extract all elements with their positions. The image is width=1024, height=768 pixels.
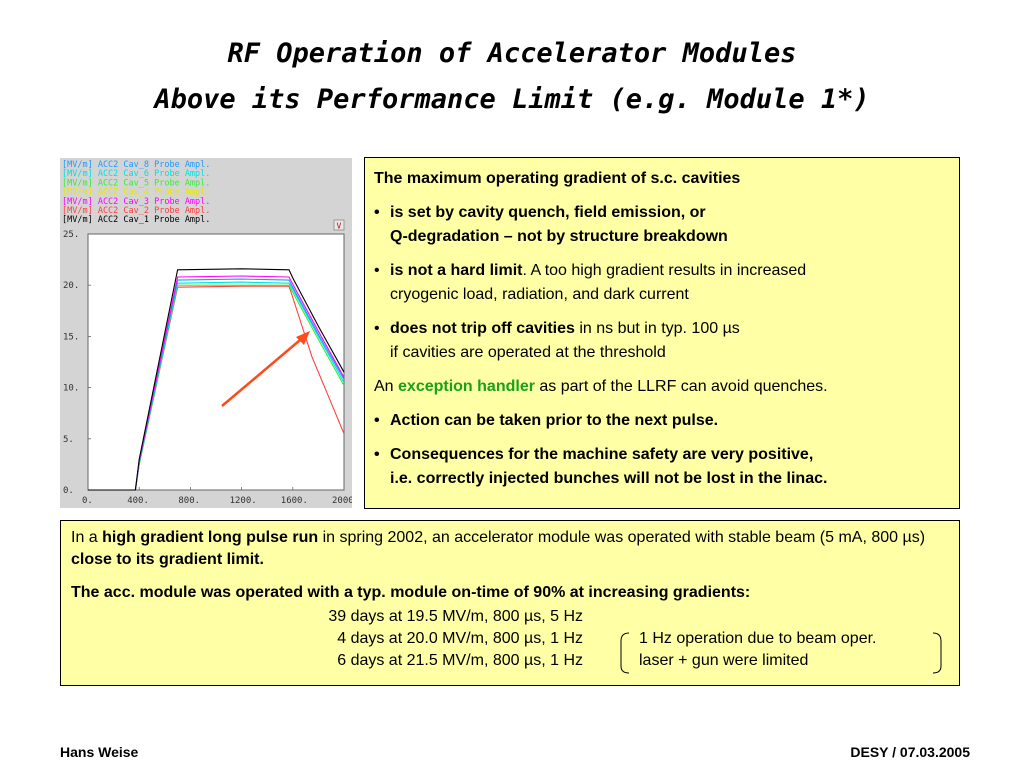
run-row: 39 days at 19.5 MV/m, 800 µs, 5 Hz [71,606,949,628]
run-description: In a high gradient long pulse run in spr… [71,527,949,571]
slide-title-line-1: RF Operation of Accelerator Modules [227,38,797,69]
x-tick-label: 1200. [230,496,257,506]
run-text-b: in spring 2002, an accelerator module wa… [318,529,926,546]
bullet-2-bold: is not a hard limit [390,262,523,279]
legend-entry: [MV/m] ACC2 Cav_5 Probe Ampl. [62,178,210,188]
x-tick-label: 2000. [332,496,352,506]
scale-button [333,219,345,231]
y-tick-label: 20. [63,281,79,291]
plot-area [87,233,345,491]
legend-entry: [MV/m] ACC2 Cav_6 Probe Ampl. [62,169,210,179]
run-row-right: 1 Hz operation due to beam oper. [639,630,877,647]
box1-bullet-2: • is not a hard limit. A too high gradien… [374,259,949,307]
box1-heading: The maximum operating gradient of s.c. c… [374,170,741,187]
right-brace [932,632,942,674]
bullet-3-rest: in ns but in typ. 100 µs [574,320,740,337]
y-tick-label: 15. [63,332,79,342]
y-tick-label: 25. [63,230,79,240]
bullet-2-line-2: cryogenic load, radiation, and dark curr… [390,286,689,303]
operation-run-box: In a high gradient long pulse run in spr… [60,520,960,686]
bullet: • [374,204,380,221]
y-tick-label: 5. [63,435,74,445]
gradient-limit-box: The maximum operating gradient of s.c. c… [364,157,960,509]
bullet: • [374,412,380,429]
slide-title-line-2: Above its Performance Limit (e.g. Module… [154,84,870,115]
bullet-3-bold: does not trip off cavities [390,320,575,337]
bullet-4-text: Action can be taken prior to the next pu… [390,412,719,429]
run-row-right: laser + gun were limited [639,652,809,669]
run-text-bold: high gradient long pulse run [102,529,319,546]
box1-bullet-4: • Action can be taken prior to the next p… [374,409,949,433]
bullet-1-line-2: Q-degradation – not by structure breakdo… [390,228,728,245]
legend-entry: [MV/m] ACC2 Cav_1 Probe Ampl. [62,215,210,225]
annotation-arrow-head [296,331,310,345]
chart-svg: [MV/m] ACC2 Cav_8 Probe Ampl.[MV/m] ACC2… [62,160,352,506]
run-row: 4 days at 20.0 MV/m, 800 µs, 1 Hz 1 Hz o… [71,628,949,650]
legend-entry: [MV/m] ACC2 Cav_2 Probe Ampl. [62,206,210,216]
bullet-3-line-2: if cavities are operated at the threshol… [390,344,666,361]
run-text-bold-2: close to its gradient limit. [71,551,264,568]
legend-entry: [MV/m] ACC2 Cav_3 Probe Ampl. [62,197,210,207]
exception-handler-highlight: exception handler [398,378,535,395]
x-tick-label: 0. [82,496,93,506]
legend-entry: [MV/m] ACC2 Cav_4 Probe Ampl. [62,188,210,198]
left-brace [620,632,630,674]
x-tick-label: 400. [127,496,149,506]
run-row: 6 days at 21.5 MV/m, 800 µs, 1 Hz laser … [71,650,949,672]
on-time-statement: The acc. module was operated with a typ.… [71,584,751,601]
run-row-left: 4 days at 20.0 MV/m, 800 µs, 1 Hz [337,630,583,647]
run-row-left: 39 days at 19.5 MV/m, 800 µs, 5 Hz [328,608,583,625]
x-tick-label: 800. [178,496,200,506]
x-tick-label: 1600. [281,496,308,506]
bullet-5-line-2: i.e. correctly injected bunches will not… [390,470,828,487]
box1-bullet-3: • does not trip off cavities in ns but in… [374,317,949,365]
bullet: • [374,262,380,279]
probe-amplitude-chart: [MV/m] ACC2 Cav_8 Probe Ampl. [MV/m] ACC2… [60,158,352,508]
author: Hans Weise [60,744,139,760]
series-line [88,268,345,491]
scale-button-label: V [337,222,342,231]
y-tick-label: 0. [63,486,74,496]
box1-bullet-5: • Consequences for the machine safety are… [374,443,949,491]
bullet-2-rest: . A too high gradient results in increas… [522,262,807,279]
bullet-5-line-1: Consequences for the machine safety are … [390,446,814,463]
annotation-arrow-shaft [221,334,307,407]
run-row-left: 6 days at 21.5 MV/m, 800 µs, 1 Hz [337,652,583,669]
bullet: • [374,446,380,463]
exception-post: as part of the LLRF can avoid quenches. [534,378,828,395]
box1-bullet-1: • is set by cavity quench, field emission… [374,201,949,249]
y-tick-label: 10. [63,384,79,394]
bullet-1-line-1: is set by cavity quench, field emission,… [390,204,706,221]
legend-entry: [MV/m] ACC2 Cav_8 Probe Ampl. [62,160,210,170]
brace-marks [620,632,942,674]
organization-date: DESY / 07.03.2005 [850,744,970,760]
bullet: • [374,320,380,337]
exception-pre: An [374,378,399,395]
exception-handler-line: An exception handler as part of the LLRF… [374,375,949,399]
run-text-a: In a [71,529,103,546]
